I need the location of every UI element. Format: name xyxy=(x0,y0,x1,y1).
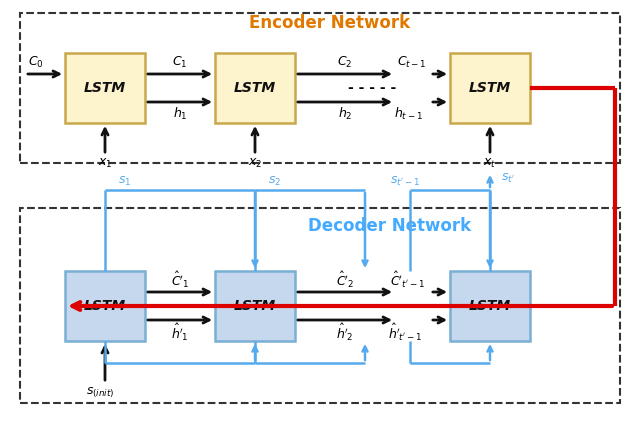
Text: $s_{(init)}$: $s_{(init)}$ xyxy=(86,386,114,400)
Text: $C_0$: $C_0$ xyxy=(28,55,44,70)
Text: $s_{t'-1}$: $s_{t'-1}$ xyxy=(390,174,420,187)
Text: Encoder Network: Encoder Network xyxy=(250,14,411,32)
Text: LSTM: LSTM xyxy=(84,81,126,95)
Text: $\hat{h}'_2$: $\hat{h}'_2$ xyxy=(336,321,354,343)
Text: $\hat{C}'_1$: $\hat{C}'_1$ xyxy=(171,270,189,290)
Bar xyxy=(20,13,620,163)
Text: $x_t$: $x_t$ xyxy=(483,156,497,170)
Text: Decoder Network: Decoder Network xyxy=(308,217,472,235)
Text: $C_{t-1}$: $C_{t-1}$ xyxy=(397,55,427,70)
Text: $C_1$: $C_1$ xyxy=(172,55,188,70)
Text: $\hat{h}'_{t'-1}$: $\hat{h}'_{t'-1}$ xyxy=(388,321,422,343)
Text: $s_{t'}$: $s_{t'}$ xyxy=(501,171,515,184)
Text: LSTM: LSTM xyxy=(84,299,126,313)
Text: $\hat{h}'_1$: $\hat{h}'_1$ xyxy=(171,321,189,343)
Bar xyxy=(450,53,530,123)
Bar xyxy=(20,208,620,403)
Text: LSTM: LSTM xyxy=(469,299,511,313)
Text: - - - - -: - - - - - xyxy=(348,81,397,95)
Text: LSTM: LSTM xyxy=(234,81,276,95)
Bar xyxy=(450,271,530,341)
Text: $C_2$: $C_2$ xyxy=(337,55,353,70)
Text: $x_1$: $x_1$ xyxy=(98,156,112,170)
Text: $h_2$: $h_2$ xyxy=(338,106,352,122)
Text: $s_2$: $s_2$ xyxy=(268,174,282,187)
Text: $h_1$: $h_1$ xyxy=(173,106,188,122)
Text: - - - - -: - - - - - xyxy=(348,299,397,313)
Text: $h_{t-1}$: $h_{t-1}$ xyxy=(394,106,422,122)
Text: $s_1$: $s_1$ xyxy=(118,174,132,187)
Text: $x_2$: $x_2$ xyxy=(248,156,262,170)
Text: $\hat{C}'_{t'-1}$: $\hat{C}'_{t'-1}$ xyxy=(390,270,426,290)
Bar xyxy=(215,271,295,341)
Text: LSTM: LSTM xyxy=(469,81,511,95)
Text: LSTM: LSTM xyxy=(234,299,276,313)
Text: $\hat{C}'_2$: $\hat{C}'_2$ xyxy=(336,270,354,290)
Bar xyxy=(65,271,145,341)
Bar xyxy=(65,53,145,123)
Bar xyxy=(215,53,295,123)
